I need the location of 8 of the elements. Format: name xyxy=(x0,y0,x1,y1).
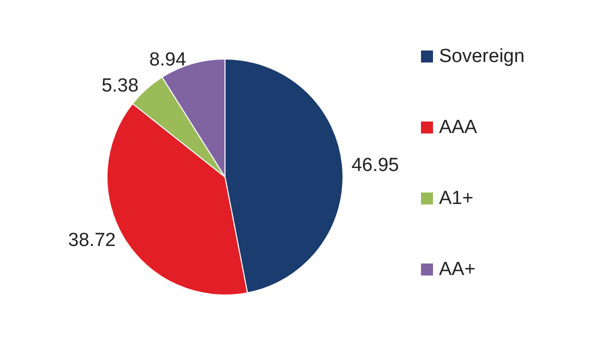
data-label: 5.38 xyxy=(102,76,139,97)
legend-label: Sovereign xyxy=(439,46,525,67)
data-label: 46.95 xyxy=(351,154,399,176)
legend-label: A1+ xyxy=(439,188,474,209)
data-label: 8.94 xyxy=(149,49,187,70)
legend-label: AA+ xyxy=(439,259,476,280)
legend-label: AAA xyxy=(439,117,478,138)
data-label: 38.72 xyxy=(68,230,116,251)
